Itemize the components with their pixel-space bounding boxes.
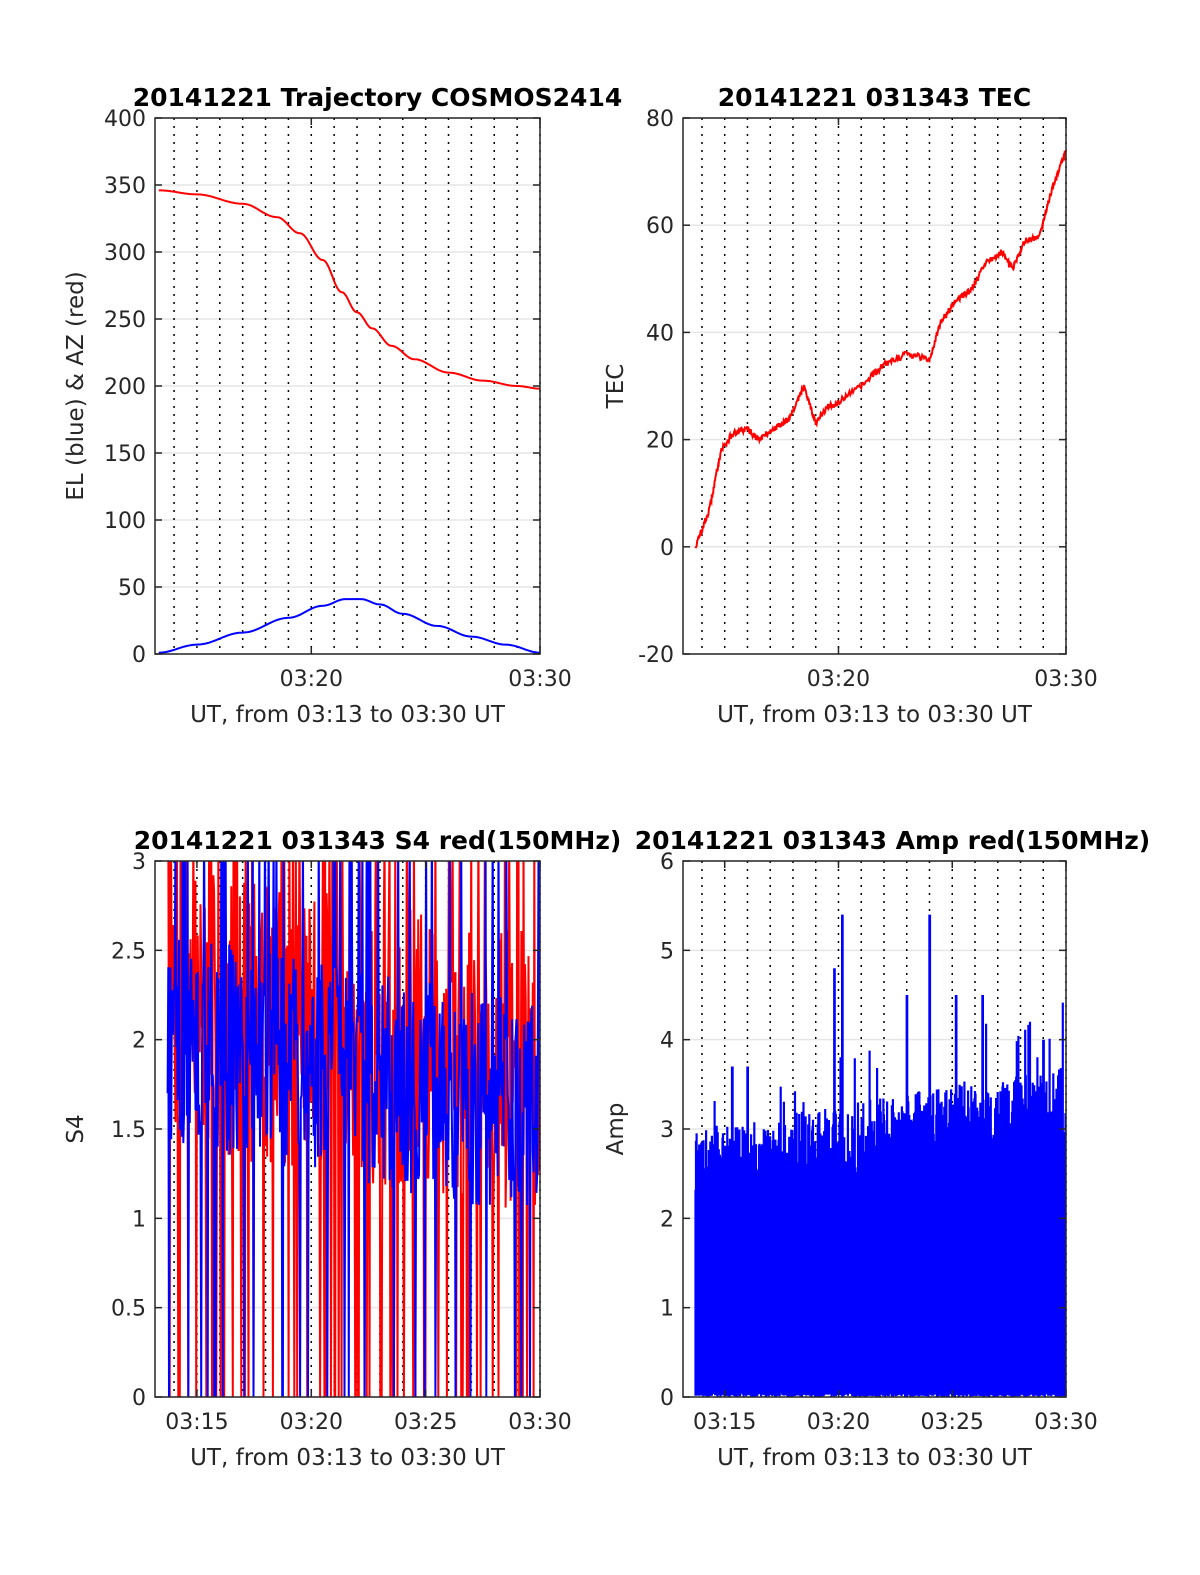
y-tick-label: 5 (660, 939, 674, 964)
chart-panel-1: 0 50 100 150 200 250 300 350 400 03:20 03:30 201412… (63, 83, 622, 728)
y-tick-label: 50 (118, 576, 146, 601)
chart-title: 20141221 Trajectory COSMOS2414 (133, 83, 623, 112)
el-line (158, 598, 540, 654)
y-tick-label: 300 (104, 241, 146, 266)
x-axis-label: UT, from 03:13 to 03:30 UT (190, 702, 506, 728)
y-tick-label: 1 (660, 1297, 674, 1322)
y-tick-label: 0 (132, 643, 146, 668)
y-tick-label: 80 (646, 107, 674, 132)
y-tick-label: 2 (132, 1029, 146, 1054)
x-axis-label: UT, from 03:13 to 03:30 UT (717, 1445, 1033, 1471)
plot-area (694, 150, 1066, 549)
x-tick-label: 03:30 (1034, 1410, 1097, 1435)
y-tick-label: -20 (638, 643, 674, 668)
x-tick-label: 03:20 (280, 1410, 343, 1435)
y-tick-label: 2.5 (111, 939, 146, 964)
chart-panel-2: -20 0 20 40 60 80 03:20 03:30 20141221 031343 TE… (603, 83, 1098, 728)
x-tick-label: 03:25 (921, 1410, 984, 1435)
chart-panel-3: 0 0.5 1 1.5 2 2.5 3 03:15 03:20 03:25 03:30 2014122… (63, 826, 622, 1471)
plot-area (166, 861, 540, 1397)
y-tick-label: 0 (660, 1386, 674, 1411)
y-axis-label: TEC (603, 364, 629, 410)
axes-box (682, 117, 1067, 655)
y-tick-label: 20 (646, 429, 674, 454)
x-tick-label: 03:20 (280, 667, 343, 692)
y-tick-label: 0 (132, 1386, 146, 1411)
x-tick-label: 03:30 (508, 667, 571, 692)
y-tick-label: 1 (132, 1207, 146, 1232)
y-tick-label: 1.5 (111, 1118, 146, 1143)
az-line (158, 189, 540, 390)
y-tick-label: 0 (660, 536, 674, 561)
y-tick-label: 200 (104, 375, 146, 400)
y-axis-label: Amp (603, 1103, 629, 1156)
x-tick-label: 03:15 (165, 1410, 228, 1435)
y-tick-label: 6 (660, 850, 674, 875)
x-tick-label: 03:20 (807, 667, 870, 692)
y-tick-label: 250 (104, 308, 146, 333)
y-tick-label: 0.5 (111, 1297, 146, 1322)
tec-line (694, 150, 1066, 549)
plot-area (158, 189, 540, 654)
y-axis-label: S4 (63, 1114, 89, 1143)
x-tick-label: 03:30 (508, 1410, 571, 1435)
y-tick-label: 2 (660, 1207, 674, 1232)
y-axis-label: EL (blue) & AZ (red) (63, 271, 89, 500)
chart-title: 20141221 031343 Amp red(150MHz) (635, 826, 1151, 855)
x-tick-label: 03:20 (807, 1410, 870, 1435)
y-tick-label: 40 (646, 321, 674, 346)
s4-blue-line (166, 861, 540, 1397)
chart-title: 20141221 031343 TEC (718, 83, 1031, 112)
chart-title: 20141221 031343 S4 red(150MHz) (134, 826, 622, 855)
y-tick-label: 4 (660, 1029, 674, 1054)
y-tick-label: 400 (104, 107, 146, 132)
x-axis-label: UT, from 03:13 to 03:30 UT (190, 1445, 506, 1471)
y-tick-label: 100 (104, 509, 146, 534)
x-tick-label: 03:25 (394, 1410, 457, 1435)
amp-line (694, 914, 1066, 1397)
y-tick-label: 60 (646, 214, 674, 239)
y-tick-label: 350 (104, 174, 146, 199)
plot-area (694, 914, 1066, 1397)
x-tick-label: 03:15 (693, 1410, 756, 1435)
x-axis-label: UT, from 03:13 to 03:30 UT (717, 702, 1033, 728)
x-tick-label: 03:30 (1034, 667, 1097, 692)
y-tick-label: 150 (104, 442, 146, 467)
y-tick-label: 3 (660, 1118, 674, 1143)
chart-panel-4: 0 1 2 3 4 5 6 03:15 03:20 03:25 03:30 20141221 0313… (603, 826, 1150, 1471)
y-tick-label: 3 (132, 850, 146, 875)
